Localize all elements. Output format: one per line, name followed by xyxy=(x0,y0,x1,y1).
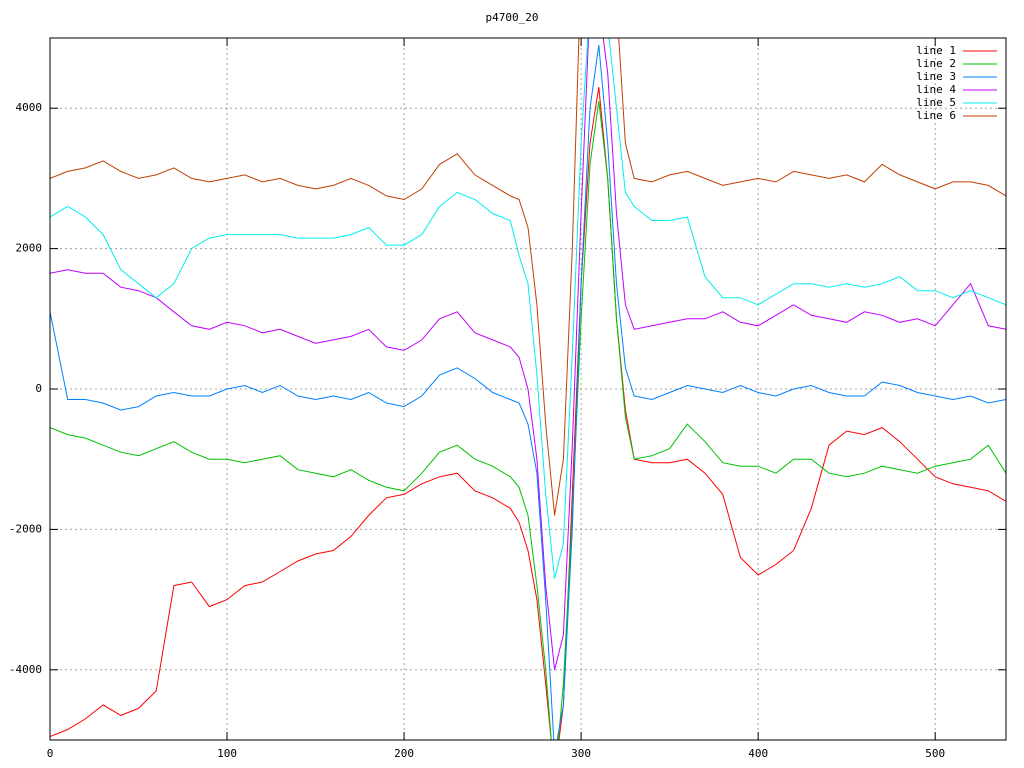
plot-border xyxy=(49,37,1007,741)
y-tick-label: 4000 xyxy=(16,101,43,114)
legend-label: line 2 xyxy=(916,57,956,70)
legend-label: line 1 xyxy=(916,44,956,57)
chart-title: p4700_20 xyxy=(486,11,539,24)
y-tick-label: 0 xyxy=(35,382,42,395)
series-line xyxy=(50,38,1006,516)
y-tick-label: -2000 xyxy=(9,522,42,535)
x-tick-label: 500 xyxy=(925,747,945,760)
legend-label: line 3 xyxy=(916,70,956,83)
x-tick-label: 300 xyxy=(571,747,591,760)
x-tick-label: 400 xyxy=(748,747,768,760)
legend-label: line 4 xyxy=(916,83,956,96)
x-tick-label: 100 xyxy=(217,747,237,760)
y-tick-label: -4000 xyxy=(9,663,42,676)
legend-label: line 6 xyxy=(916,109,956,122)
plot-area xyxy=(50,38,1006,740)
x-tick-label: 0 xyxy=(47,747,54,760)
legend-label: line 5 xyxy=(916,96,956,109)
series-line xyxy=(50,101,1006,740)
series-line xyxy=(50,44,1006,740)
x-tick-label: 200 xyxy=(394,747,414,760)
series-line xyxy=(50,38,1006,670)
series-line xyxy=(50,38,1006,579)
y-tick-label: 2000 xyxy=(16,242,43,255)
